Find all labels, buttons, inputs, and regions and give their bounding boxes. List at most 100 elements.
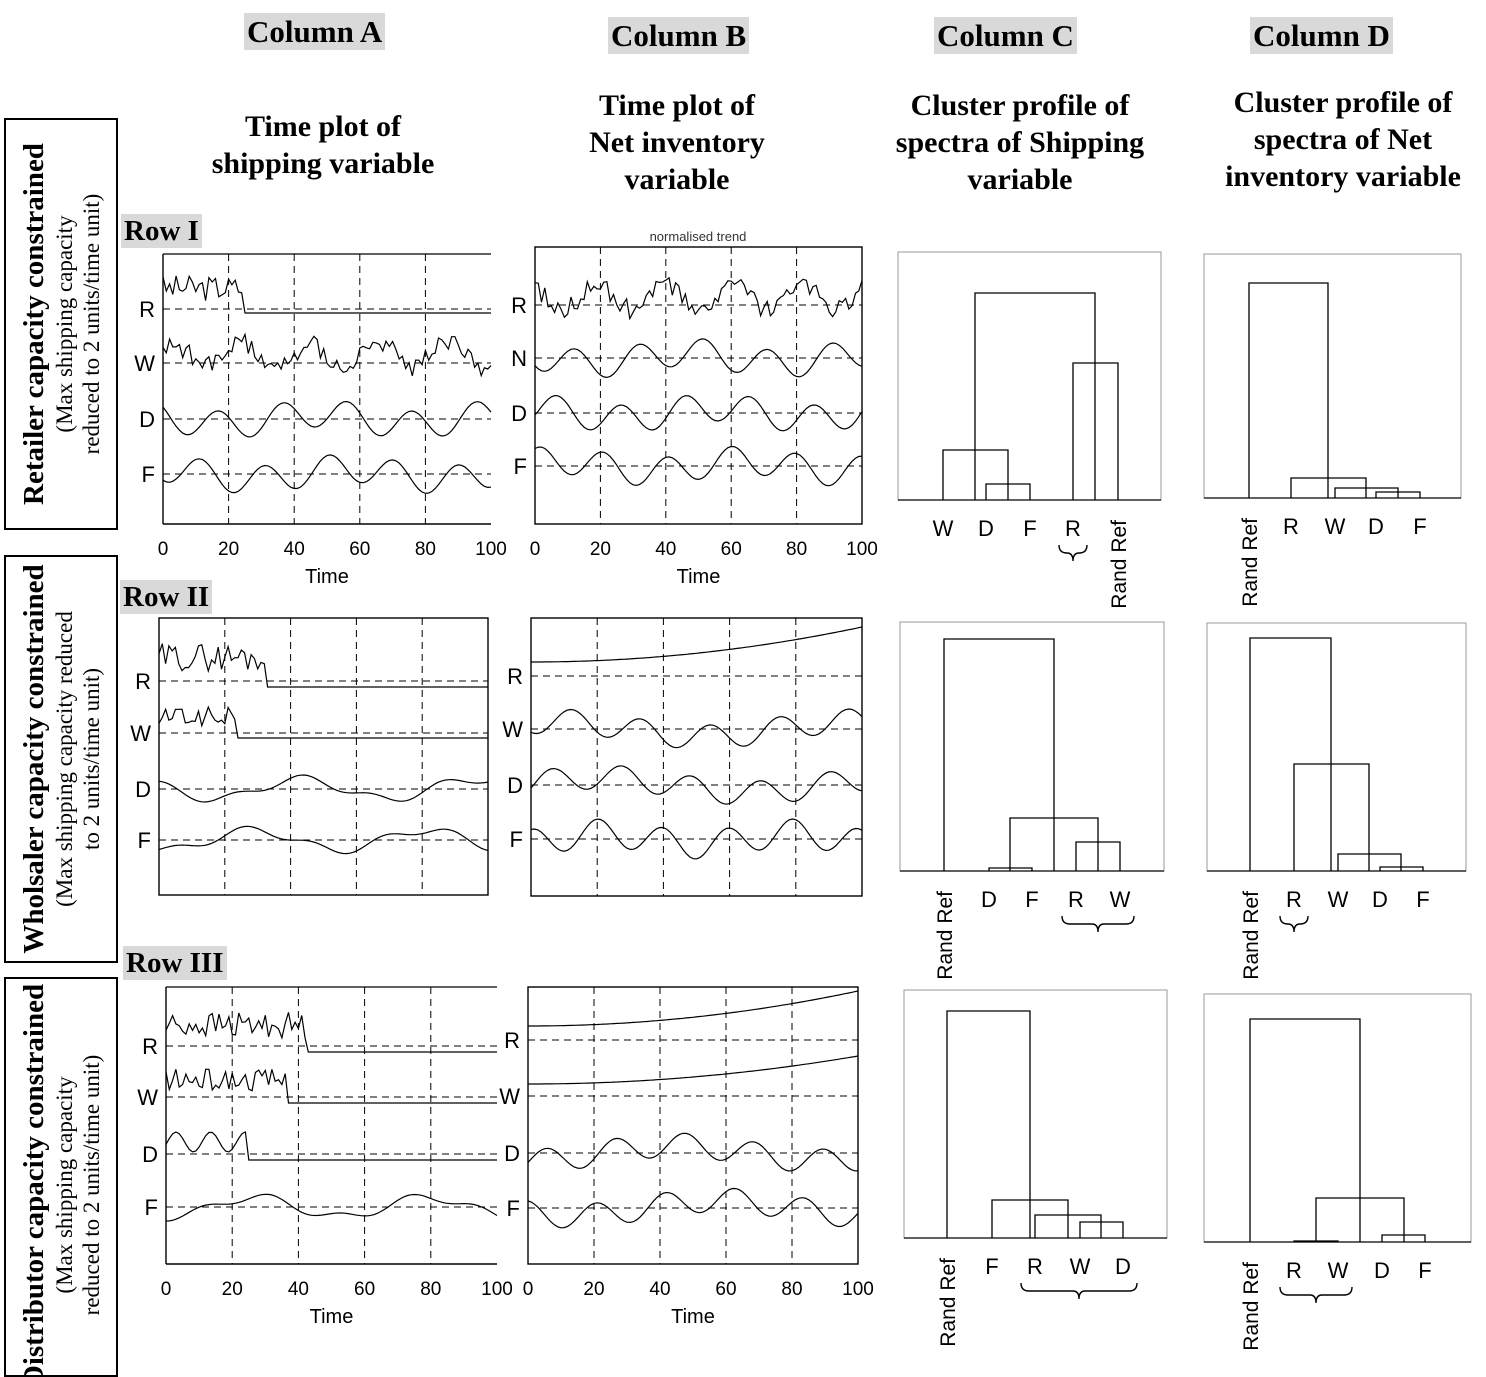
dendrogram-d-iii-leaf-label: D — [1374, 1258, 1390, 1283]
dendrogram-d-i-leaf-label: D — [1368, 514, 1384, 539]
row-i-side-label: Retailer capacity constrained (Max shipp… — [4, 118, 118, 530]
timeplot-a-i-series-line — [162, 332, 492, 378]
column-b-head: Column B — [608, 17, 750, 54]
column-a-title-line: shipping variable — [211, 147, 435, 180]
dendrogram-c-i-leaf-label: F — [1023, 516, 1036, 541]
timeplot-b-ii-frame — [530, 617, 863, 897]
column-a-head: Column A — [244, 13, 386, 50]
dendrogram-c-iii-leaf-label: F — [985, 1254, 998, 1279]
dendrogram-d-iii-leaf-label: W — [1328, 1258, 1349, 1283]
dendrogram-c-i-leaf-label: Rand Ref — [1108, 520, 1131, 609]
dendrogram-d-i-frame — [1203, 253, 1462, 499]
timeplot-b-i-series-line — [534, 445, 863, 487]
timeplot-a-iii-tick-label: 0 — [161, 1279, 172, 1300]
dendrogram-d-i-leaf-label: Rand Ref — [1239, 518, 1262, 607]
timeplot-b-iii-series-label: F — [507, 1196, 520, 1221]
column-c-title-line: Cluster profile of — [910, 89, 1130, 122]
timeplot-a-iii-x-label: Time — [310, 1306, 354, 1328]
timeplot-b-iii-series-line — [528, 1055, 859, 1085]
timeplot-a-i-series-line — [162, 274, 491, 314]
timeplot-b-i-series-line — [534, 276, 863, 321]
timeplot-a-iii-series-line — [165, 1193, 498, 1222]
timeplot-b-iii-series-line — [527, 1132, 859, 1172]
timeplot-a-iii-tick-label: 40 — [288, 1279, 309, 1300]
dendrogram-d-ii-frame — [1206, 622, 1467, 872]
dendrogram-d-ii-link — [1249, 637, 1332, 871]
timeplot-b-i-series-label: D — [511, 401, 527, 426]
timeplot-a-i-series-line — [162, 400, 492, 438]
timeplot-a-i-series-label: D — [139, 407, 155, 432]
partial-caption: normalised trend — [650, 229, 747, 244]
column-b-title-line: Time plot of — [598, 89, 756, 122]
timeplot-a-i-series-label: F — [142, 462, 155, 487]
timeplot-b-iii-tick-label: 0 — [523, 1279, 534, 1300]
timeplot-b-i-tick-label: 80 — [786, 539, 807, 560]
dendrogram-c-i-leaf-label: W — [933, 516, 954, 541]
dendrogram-d-i-leaf-label: R — [1283, 514, 1299, 539]
column-d-title-line: spectra of Net — [1253, 123, 1433, 156]
timeplot-a-i-series-line — [162, 454, 492, 494]
timeplot-a-ii-series-line — [158, 825, 489, 855]
timeplot-a-iii-series-line — [165, 1012, 497, 1053]
dendrogram-c-ii-leaf-label: F — [1025, 887, 1038, 912]
dendrogram-c-iii-leaf-label: R — [1027, 1254, 1043, 1279]
column-c-title-line: spectra of Shipping — [895, 126, 1145, 159]
timeplot-a-i-series-label: W — [134, 351, 155, 376]
dendrogram-d-iii-frame — [1203, 993, 1472, 1243]
column-d-title-line: inventory variable — [1225, 160, 1461, 193]
dendrogram-c-iii-frame — [903, 989, 1168, 1239]
row-i-head: Row I — [121, 214, 202, 248]
dendrogram-c-ii-frame — [899, 621, 1165, 872]
column-a-title-line: Time plot of — [244, 110, 402, 143]
timeplot-b-i-series-label: F — [514, 454, 527, 479]
timeplot-b-i-series-label: N — [511, 346, 527, 371]
column-a-title: Time plot of shipping variable — [173, 108, 473, 182]
timeplot-b-iii-tick-label: 60 — [715, 1279, 736, 1300]
timeplot-b-i-x-label: Time — [677, 566, 721, 588]
dendrogram-c-ii-group-brace — [1061, 915, 1135, 933]
timeplot-b-iii-frame — [527, 986, 859, 1265]
column-c-title: Cluster profile of spectra of Shipping v… — [870, 87, 1170, 198]
timeplot-b-ii-series-label: F — [510, 827, 523, 852]
dendrogram-c-i-link — [974, 292, 1096, 500]
timeplot-b-ii-series-line — [530, 765, 863, 805]
dendrogram-c-ii-leaf-label: R — [1068, 887, 1084, 912]
timeplot-b-iii-tick-label: 100 — [842, 1279, 874, 1300]
timeplot-a-iii-series-line — [165, 1068, 497, 1104]
timeplot-a-i-tick-label: 80 — [415, 539, 436, 560]
timeplot-a-ii-series-line — [158, 705, 488, 739]
timeplot-a-i-tick-label: 100 — [475, 539, 507, 560]
timeplot-b-iii-tick-label: 40 — [649, 1279, 670, 1300]
dendrogram-c-ii-leaf-label: Rand Ref — [934, 891, 957, 980]
timeplot-a-iii-series-line — [165, 1131, 497, 1161]
dendrogram-c-iii-link — [946, 1010, 1031, 1238]
row-ii-side-label: Wholsaler capacity constrained (Max ship… — [4, 555, 118, 963]
column-d-title-line: Cluster profile of — [1233, 86, 1453, 119]
timeplot-a-iii-tick-label: 80 — [420, 1279, 441, 1300]
timeplot-b-i-frame — [534, 246, 863, 525]
timeplot-b-ii-series-label: R — [507, 664, 523, 689]
dendrogram-c-i-leaf-label: D — [978, 516, 994, 541]
timeplot-b-iii-series-label: W — [499, 1084, 520, 1109]
timeplot-b-i-tick-label: 100 — [846, 539, 878, 560]
column-c-head: Column C — [934, 17, 1077, 54]
timeplot-a-ii-series-label: D — [135, 777, 151, 802]
dendrogram-c-ii-link — [943, 638, 1055, 871]
timeplot-b-iii-series-label: D — [504, 1141, 520, 1166]
dendrogram-d-iii-leaf-label: R — [1286, 1258, 1302, 1283]
row-iii-head: Row III — [123, 946, 227, 980]
timeplot-b-i-series-label: R — [511, 293, 527, 318]
timeplot-b-ii-series-label: D — [507, 773, 523, 798]
column-d-title: Cluster profile of spectra of Net invent… — [1193, 84, 1486, 195]
dendrogram-c-iii-leaf-label: D — [1115, 1254, 1131, 1279]
timeplot-b-i-tick-label: 0 — [530, 539, 541, 560]
timeplot-b-ii-series-line — [530, 818, 863, 860]
timeplot-b-i-tick-label: 40 — [655, 539, 676, 560]
timeplot-a-i-tick-label: 0 — [158, 539, 169, 560]
timeplot-b-iii-series-line — [528, 990, 859, 1027]
column-d-head: Column D — [1250, 17, 1393, 54]
column-c-title-line: variable — [967, 163, 1073, 196]
timeplot-a-iii-tick-label: 20 — [222, 1279, 243, 1300]
timeplot-a-iii-tick-label: 100 — [481, 1279, 513, 1300]
